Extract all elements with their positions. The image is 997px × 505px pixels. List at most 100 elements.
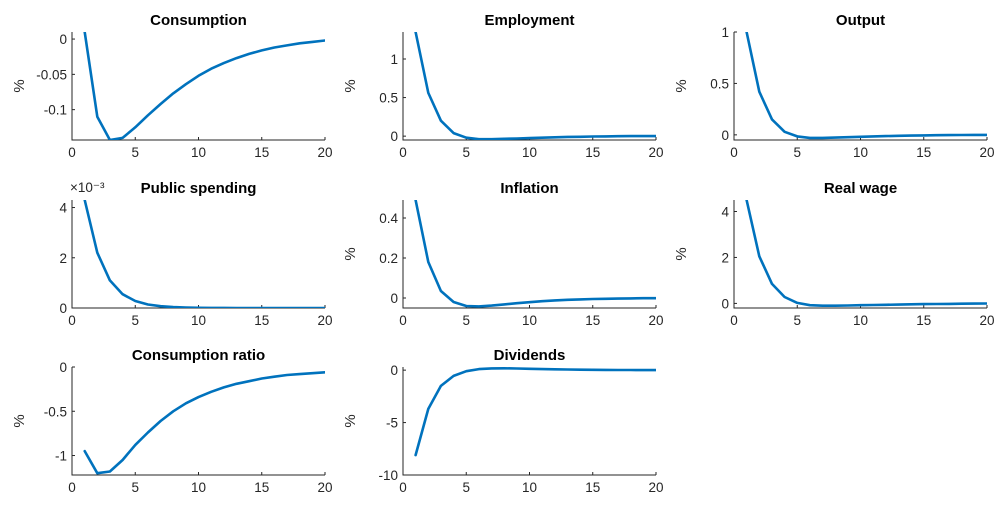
x-tick-label: 15 <box>916 145 931 160</box>
x-tick-label: 0 <box>399 313 407 328</box>
y-tick-label: -10 <box>378 468 398 483</box>
y-tick-label: 0.5 <box>710 76 729 91</box>
x-tick-label: 10 <box>522 313 537 328</box>
axes-lines <box>402 367 656 476</box>
subplot-consumption: Consumption 0 5 10 15 20 0 -0.05 -0.1% <box>11 12 333 160</box>
subplot-public-spending: Public spending 0 5 10 15 20 0 2 4×10⁻³ <box>59 180 332 328</box>
x-tick-label: 15 <box>585 145 600 160</box>
y-tick-label: 4 <box>721 204 729 219</box>
x-tick-label: 0 <box>730 145 738 160</box>
y-tick-label: 0 <box>59 301 67 316</box>
y-tick-label: 2 <box>721 250 729 265</box>
subplot-inflation: Inflation 0 5 10 15 20 0 0.2 0.4% <box>342 180 664 328</box>
subplot-title: Dividends <box>494 347 566 364</box>
subplot-title: Public spending <box>141 180 257 197</box>
x-tick-label: 5 <box>793 145 801 160</box>
x-tick-label: 0 <box>68 480 76 495</box>
data-series-line <box>414 32 656 140</box>
subplot-output: Output 0 5 10 15 20 0 0.5 1% <box>673 12 995 160</box>
y-tick-label: 1 <box>721 25 729 40</box>
x-tick-label: 15 <box>916 313 931 328</box>
y-tick-label: 1 <box>390 52 398 67</box>
axes-lines <box>71 200 325 309</box>
y-tick-label: 0.2 <box>379 251 398 266</box>
y-exponent-label: ×10⁻³ <box>70 180 105 195</box>
y-tick-label: 0 <box>59 360 67 375</box>
x-tick-label: 20 <box>979 145 994 160</box>
y-tick-label: 0 <box>390 129 398 144</box>
x-tick-label: 0 <box>68 313 76 328</box>
y-tick-label: 4 <box>59 201 67 216</box>
y-axis-label: % <box>342 414 359 427</box>
x-tick-label: 0 <box>68 145 76 160</box>
data-series-line <box>83 200 325 308</box>
x-tick-label: 20 <box>648 480 663 495</box>
y-tick-label: 0 <box>59 32 67 47</box>
y-tick-label: 0 <box>721 296 729 311</box>
y-tick-label: -1 <box>55 449 67 464</box>
subplot-consumption-ratio: Consumption ratio 0 5 10 15 20 0 -0.5 -1% <box>11 347 333 495</box>
data-series-line <box>745 200 987 307</box>
x-tick-label: 5 <box>131 313 139 328</box>
subplot-title: Consumption <box>150 12 247 29</box>
x-tick-label: 10 <box>191 313 206 328</box>
y-tick-label: 0.4 <box>379 211 398 226</box>
y-tick-label: 0 <box>721 128 729 143</box>
y-tick-label: 0.5 <box>379 91 398 106</box>
x-tick-label: 10 <box>522 145 537 160</box>
x-tick-label: 10 <box>522 480 537 495</box>
axes-lines <box>402 32 656 141</box>
x-tick-label: 15 <box>585 313 600 328</box>
x-tick-label: 10 <box>853 313 868 328</box>
y-axis-label: % <box>673 247 690 260</box>
y-axis-label: % <box>673 79 690 92</box>
x-tick-label: 5 <box>462 145 470 160</box>
x-tick-label: 15 <box>254 145 269 160</box>
x-tick-label: 20 <box>979 313 994 328</box>
y-axis-label: % <box>342 79 359 92</box>
x-tick-label: 5 <box>131 145 139 160</box>
x-tick-label: 10 <box>191 480 206 495</box>
x-tick-label: 5 <box>131 480 139 495</box>
subplot-title: Real wage <box>824 180 897 197</box>
x-tick-label: 15 <box>254 480 269 495</box>
y-tick-label: -0.05 <box>36 67 67 82</box>
x-tick-label: 20 <box>648 313 663 328</box>
x-tick-label: 0 <box>730 313 738 328</box>
x-tick-label: 20 <box>317 480 332 495</box>
y-tick-label: 0 <box>390 363 398 378</box>
x-tick-label: 15 <box>254 313 269 328</box>
y-axis-label: % <box>342 247 359 260</box>
axes-lines <box>733 32 987 141</box>
x-tick-label: 15 <box>585 480 600 495</box>
y-axis-label: % <box>11 79 28 92</box>
x-tick-label: 5 <box>462 313 470 328</box>
subplot-employment: Employment 0 5 10 15 20 0 0.5 1% <box>342 12 664 160</box>
subplot-title: Consumption ratio <box>132 347 265 364</box>
subplot-real-wage: Real wage 0 5 10 15 20 0 2 4% <box>673 180 995 328</box>
subplot-title: Inflation <box>500 180 558 197</box>
y-axis-label: % <box>11 414 28 427</box>
subplot-title: Output <box>836 12 885 29</box>
x-tick-label: 20 <box>317 313 332 328</box>
x-tick-label: 5 <box>462 480 470 495</box>
subplot-title: Employment <box>484 12 574 29</box>
y-tick-label: 2 <box>59 251 67 266</box>
x-tick-label: 20 <box>317 145 332 160</box>
data-series-line <box>83 371 325 475</box>
data-series-line <box>745 32 987 140</box>
x-tick-label: 20 <box>648 145 663 160</box>
data-series-line <box>414 200 656 308</box>
x-tick-label: 5 <box>793 313 801 328</box>
axes-lines <box>71 367 325 476</box>
x-tick-label: 10 <box>853 145 868 160</box>
axes-lines <box>71 32 325 141</box>
x-tick-label: 0 <box>399 145 407 160</box>
y-tick-label: -5 <box>386 416 398 431</box>
x-tick-label: 10 <box>191 145 206 160</box>
axes-lines <box>733 200 987 309</box>
subplot-dividends: Dividends 0 5 10 15 20 0 -5 -10% <box>342 347 664 495</box>
data-series-line <box>414 367 656 457</box>
y-tick-label: -0.5 <box>44 404 67 419</box>
